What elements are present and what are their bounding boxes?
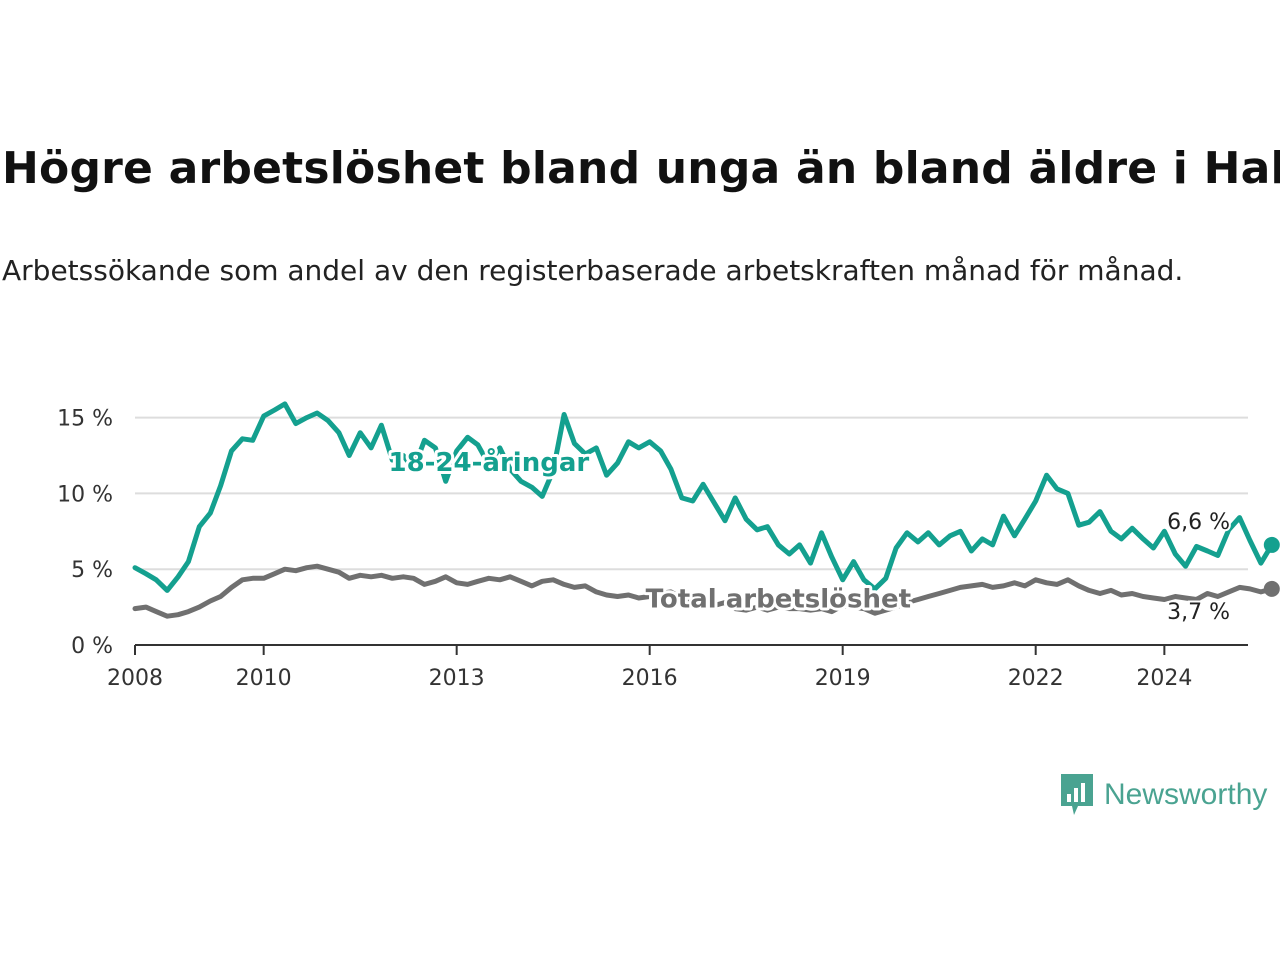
brand-name: Newsworthy (1104, 778, 1268, 811)
chart-subtitle: Arbetssökande som andel av den registerb… (2, 254, 1184, 287)
newsworthy-logo-icon (1061, 774, 1093, 815)
gridlines (135, 416, 1248, 571)
y-axis-ticks: 0 % 5 % 10 % 15 % (57, 407, 113, 659)
x-tick-label: 2013 (429, 666, 485, 691)
series-label-total: Total arbetslöshet (646, 585, 911, 615)
series-label-youth: 18-24-åringar (388, 446, 589, 478)
y-tick-label: 5 % (71, 558, 113, 583)
x-tick-label: 2022 (1008, 666, 1064, 691)
y-tick-label: 10 % (57, 482, 113, 507)
y-tick-label: 15 % (57, 407, 113, 432)
brand-logo: Newsworthy (1058, 772, 1267, 818)
x-tick-label: 2024 (1136, 666, 1192, 691)
series-lines (132, 401, 1280, 619)
x-tick-label: 2010 (236, 666, 292, 691)
end-label-youth: 6,6 % (1167, 510, 1230, 535)
series-line-total (132, 563, 1275, 619)
x-tick-label: 2008 (107, 666, 163, 691)
series-line-youth (132, 401, 1275, 593)
series-labels: 18-24-åringar Total arbetslöshet 6,6 % 3,7 … (385, 443, 1232, 627)
x-axis: 2008 2010 2013 2016 2019 2022 2024 (107, 644, 1248, 691)
end-point-total (1263, 580, 1280, 597)
line-chart: 0 %5 %10 %15 % 2008 2010 2013 2016 2019 2022 2… (57, 401, 1280, 691)
y-tick-label: 0 % (71, 634, 113, 659)
x-tick-label: 2019 (815, 666, 871, 691)
end-point-youth (1263, 536, 1280, 553)
x-tick-label: 2016 (622, 666, 678, 691)
end-label-total: 3,7 % (1167, 600, 1230, 625)
chart-title: Högre arbetslöshet bland unga än bland ä… (2, 143, 1280, 194)
